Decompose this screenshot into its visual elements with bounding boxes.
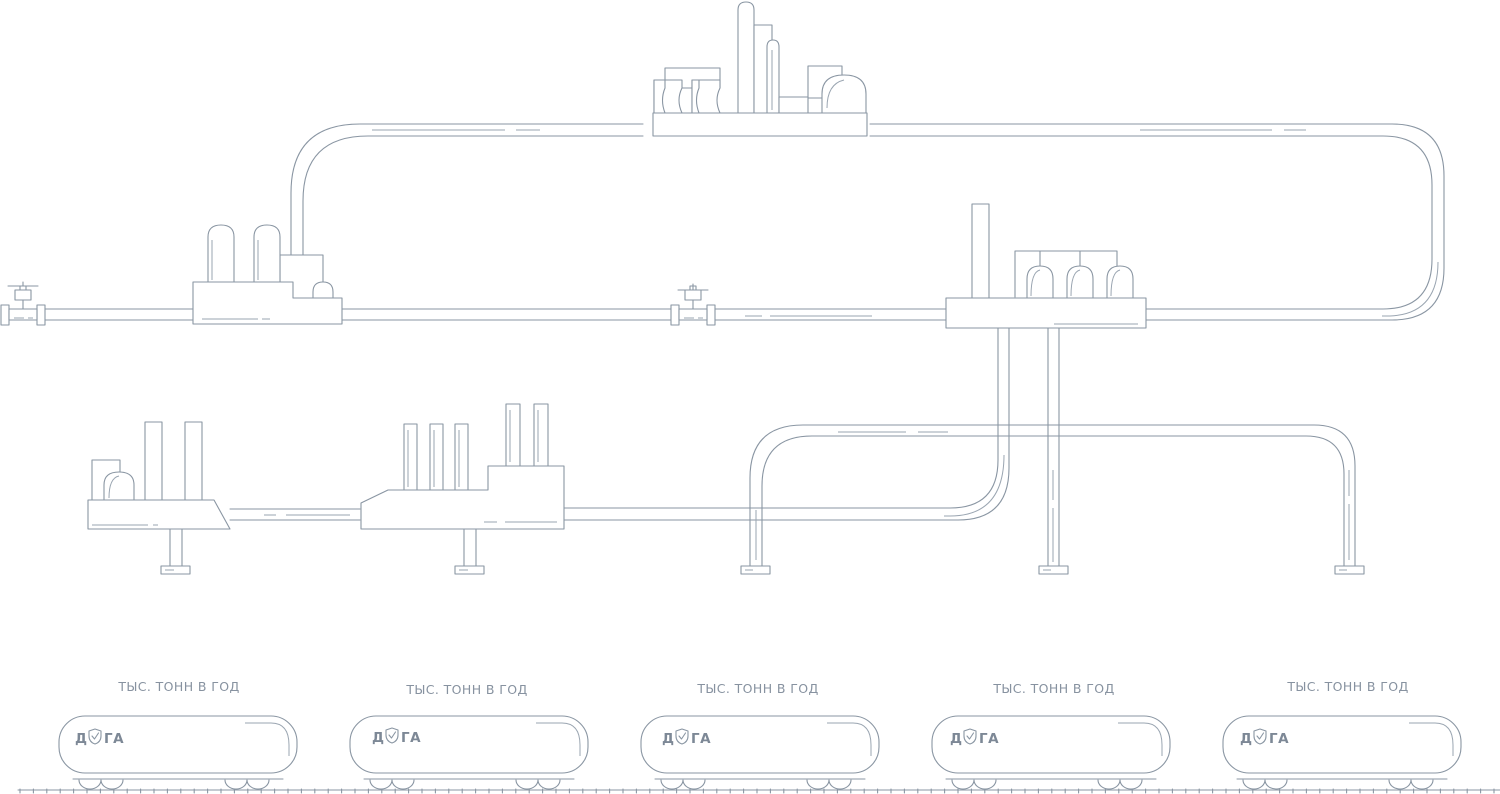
logo-letters-ga: ГА: [979, 731, 999, 747]
wagon-caption: ТЫС. ТОНН В ГОД: [697, 681, 819, 696]
plant-lower-left: [87, 421, 231, 575]
shield-check-icon: [385, 727, 399, 744]
tank-wagon: Д ГА: [58, 715, 298, 790]
tank-wagon: Д ГА: [640, 715, 880, 790]
logo-letter-d: Д: [372, 730, 385, 746]
logo-letter-d: Д: [1240, 731, 1253, 747]
pipe-main-line: [9, 308, 947, 321]
plant-mid-left: [192, 224, 343, 325]
pipe-feet: [165, 565, 1365, 575]
logo-letter-d: Д: [662, 731, 675, 747]
wagon-caption: ТЫС. ТОНН В ГОД: [406, 682, 528, 697]
valve-left: [0, 281, 46, 326]
logo-letter-d: Д: [75, 731, 88, 747]
rail-track: [17, 788, 1500, 794]
wagon-caption: ТЫС. ТОНН В ГОД: [1287, 679, 1409, 694]
plant-lower-center: [360, 403, 565, 575]
shield-check-icon: [675, 728, 689, 745]
pipe-top-loop: [290, 123, 1445, 321]
wagon-caption: ТЫС. ТОНН В ГОД: [993, 681, 1115, 696]
tank-wagon: Д ГА: [1222, 715, 1462, 790]
logo-letter-d: Д: [950, 731, 963, 747]
plant-top-refinery: [652, 1, 868, 137]
plant-mid-right: [945, 203, 1147, 329]
valve-center: [670, 283, 716, 326]
tank-wagon: Д ГА: [349, 715, 589, 790]
logo-letters-ga: ГА: [104, 731, 124, 747]
pipe-lower-branches: [229, 327, 1356, 567]
logo-letters-ga: ГА: [691, 731, 711, 747]
logo-letters-ga: ГА: [401, 730, 421, 746]
shield-check-icon: [963, 728, 977, 745]
tank-wagon: Д ГА: [931, 715, 1171, 790]
shield-check-icon: [1253, 728, 1267, 745]
shield-check-icon: [88, 728, 102, 745]
logo-letters-ga: ГА: [1269, 731, 1289, 747]
wagon-caption: ТЫС. ТОНН В ГОД: [118, 679, 240, 694]
